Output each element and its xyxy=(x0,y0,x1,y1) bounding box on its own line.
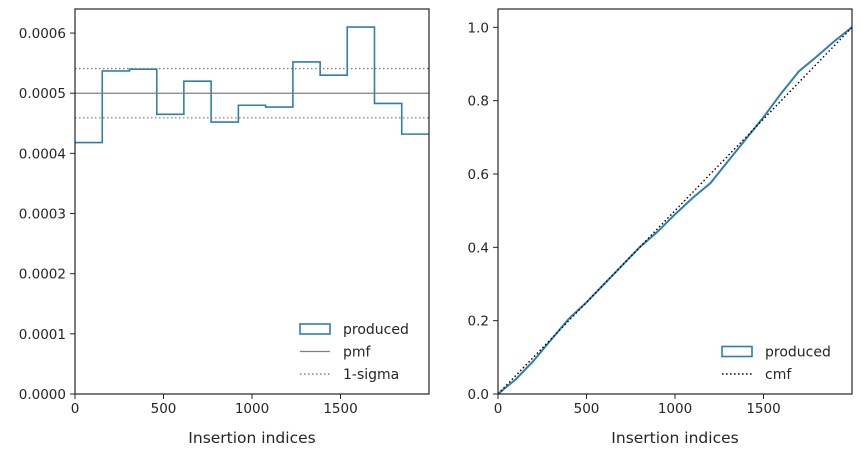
y-tick-label: 0.0002 xyxy=(19,267,66,283)
x-tick-label: 1000 xyxy=(658,401,692,417)
y-tick-label: 0.0005 xyxy=(19,86,66,102)
y-tick-label: 0.6 xyxy=(468,167,489,183)
y-tick-label: 0.0001 xyxy=(19,327,66,343)
x-tick-label: 1500 xyxy=(746,401,780,417)
x-axis-label: Insertion indices xyxy=(611,429,738,447)
legend-label-cmf: cmf xyxy=(765,367,792,383)
x-axis-label: Insertion indices xyxy=(188,429,315,447)
x-tick-label: 0 xyxy=(494,401,503,417)
legend-label-pmf: pmf xyxy=(343,345,372,361)
y-tick-label: 0.4 xyxy=(468,240,489,256)
x-tick-label: 1000 xyxy=(235,401,269,417)
x-tick-label: 500 xyxy=(574,401,600,417)
legend-label-1-sigma: 1-sigma xyxy=(343,367,399,383)
legend: produced cmf xyxy=(721,345,831,383)
plot-area xyxy=(75,26,429,144)
legend-label-produced: produced xyxy=(765,345,831,361)
legend-handle-produced xyxy=(721,345,753,358)
series-produced-step xyxy=(75,26,429,144)
axes-frame xyxy=(497,8,853,395)
legend: produced pmf 1-sigma xyxy=(299,322,409,383)
legend-handle-produced xyxy=(299,323,331,335)
series-cmf-line xyxy=(498,26,852,394)
y-tick-label: 0.2 xyxy=(468,314,489,330)
y-tick-label: 0.0000 xyxy=(19,387,66,403)
x-tick-label: 1500 xyxy=(323,401,357,417)
plot-area xyxy=(498,26,852,394)
histogram-panel: 0 500 1000 1500 0.0000 0.0001 0.0002 0.0003 0.00… xyxy=(19,8,430,447)
y-tick-label: 0.0006 xyxy=(19,26,66,42)
y-tick-label: 0.0003 xyxy=(19,207,66,223)
x-tick-label: 500 xyxy=(151,401,177,417)
y-tick-label: 0.0 xyxy=(468,387,489,403)
x-tick-label: 0 xyxy=(71,401,80,417)
y-tick-label: 0.0004 xyxy=(19,146,66,162)
cumulative-panel: 0 500 1000 1500 0.0 0.2 0.4 0.6 0.8 1.0 Insertion … xyxy=(468,8,853,447)
y-tick-label: 1.0 xyxy=(468,20,489,36)
y-tick-label: 0.8 xyxy=(468,94,489,110)
legend-label-produced: produced xyxy=(343,322,409,338)
